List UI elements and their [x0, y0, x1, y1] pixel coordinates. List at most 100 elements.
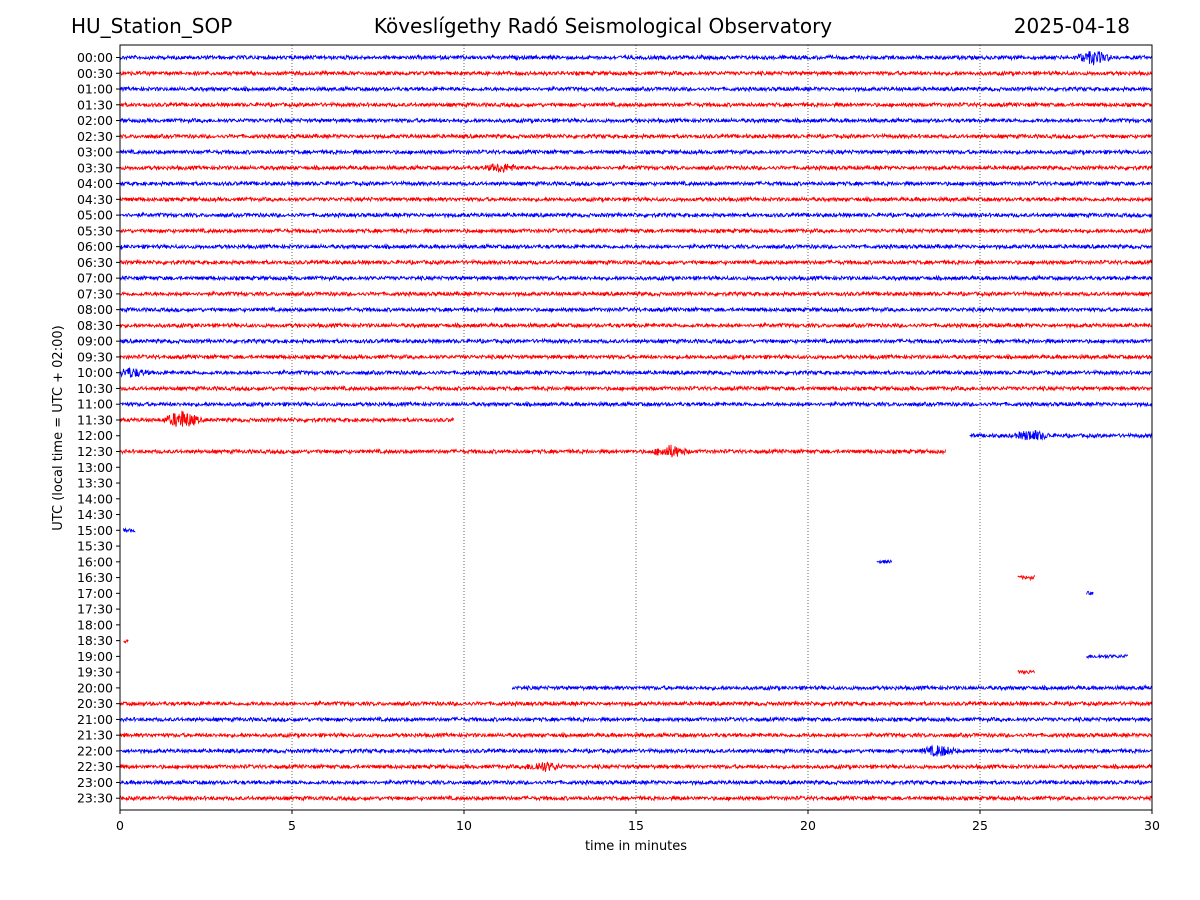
- trace-0700: [119, 274, 1153, 282]
- y-tick-label: 22:00: [77, 743, 113, 758]
- y-tick-label: 06:00: [77, 239, 113, 254]
- y-tick-label: 01:30: [77, 97, 113, 112]
- traces: [119, 51, 1153, 803]
- y-tick-label: 03:00: [77, 145, 113, 160]
- y-tick-label: 13:30: [77, 476, 113, 491]
- observatory-title: Köveslígethy Radó Seismological Observat…: [373, 14, 833, 38]
- trace-1630: [1017, 574, 1036, 582]
- y-tick-label: 12:00: [77, 428, 113, 443]
- station-title: HU_Station_SOP: [71, 14, 233, 38]
- y-tick-label: 14:30: [77, 507, 113, 522]
- y-tick-label: 22:30: [77, 759, 113, 774]
- y-tick-label: 08:30: [77, 318, 113, 333]
- trace-0230: [119, 132, 1153, 141]
- y-tick-label: 15:30: [77, 539, 113, 554]
- y-tick-label: 04:30: [77, 192, 113, 207]
- trace-0500: [119, 211, 1153, 219]
- trace-2330: [119, 794, 1153, 803]
- trace-2000: [511, 684, 1153, 692]
- trace-1500: [122, 527, 136, 534]
- trace-2200: [119, 744, 1153, 757]
- date-title: 2025-04-18: [1013, 14, 1130, 38]
- x-tick-label: 0: [116, 818, 124, 833]
- trace-1030: [119, 384, 1153, 393]
- trace-0300: [119, 148, 1153, 156]
- trace-1200: [969, 429, 1153, 441]
- trace-0530: [119, 227, 1153, 235]
- y-tick-label: 20:30: [77, 696, 113, 711]
- trace-2030: [119, 699, 1153, 708]
- y-tick-label: 14:00: [77, 491, 113, 506]
- x-tick-label: 15: [628, 818, 644, 833]
- y-tick-label: 16:00: [77, 554, 113, 569]
- trace-1100: [119, 400, 1153, 408]
- y-tick-label: 09:00: [77, 334, 113, 349]
- y-tick-label: 01:00: [77, 82, 113, 97]
- trace-0600: [119, 242, 1153, 251]
- x-axis-label: time in minutes: [585, 839, 687, 854]
- y-tick-label: 13:00: [77, 460, 113, 475]
- trace-2100: [119, 715, 1153, 724]
- y-tick-label: 05:30: [77, 223, 113, 238]
- y-tick-label: 12:30: [77, 444, 113, 459]
- y-tick-label: 21:30: [77, 728, 113, 743]
- y-tick-label: 02:00: [77, 113, 113, 128]
- y-tick-label: 04:00: [77, 176, 113, 191]
- trace-0130: [119, 101, 1153, 109]
- y-tick-label: 05:00: [77, 208, 113, 223]
- trace-0830: [119, 321, 1153, 330]
- trace-1830: [123, 638, 129, 644]
- y-tick-label: 00:00: [77, 50, 113, 65]
- y-tick-label: 09:30: [77, 349, 113, 364]
- y-axis: 00:0000:3001:0001:3002:0002:3003:0003:30…: [77, 50, 120, 806]
- trace-0930: [119, 353, 1153, 361]
- y-tick-label: 00:30: [77, 66, 113, 81]
- y-tick-label: 10:00: [77, 365, 113, 380]
- trace-0900: [119, 337, 1153, 346]
- trace-0630: [119, 258, 1153, 267]
- x-tick-label: 30: [1144, 818, 1160, 833]
- trace-0430: [119, 195, 1153, 204]
- y-tick-label: 11:30: [77, 412, 113, 427]
- y-tick-label: 23:30: [77, 791, 113, 806]
- y-tick-label: 19:30: [77, 665, 113, 680]
- trace-0330: [119, 163, 1153, 174]
- y-tick-label: 19:00: [77, 649, 113, 664]
- trace-1130: [119, 410, 454, 427]
- y-axis-label: UTC (local time = UTC + 02:00): [51, 325, 66, 530]
- trace-1600: [876, 559, 893, 564]
- y-tick-label: 17:30: [77, 602, 113, 617]
- trace-0800: [119, 305, 1153, 314]
- y-tick-label: 03:30: [77, 160, 113, 175]
- y-tick-label: 06:30: [77, 255, 113, 270]
- trace-0100: [119, 85, 1153, 93]
- y-tick-label: 20:00: [77, 680, 113, 695]
- y-tick-label: 10:30: [77, 381, 113, 396]
- x-tick-label: 5: [288, 818, 296, 833]
- trace-1900: [1086, 653, 1128, 660]
- y-tick-label: 16:30: [77, 570, 113, 585]
- trace-0030: [119, 69, 1153, 78]
- x-axis: 0 5 10 15 20 25 30: [116, 810, 1160, 833]
- trace-0730: [119, 290, 1153, 298]
- trace-1000: [119, 367, 1153, 378]
- trace-2230: [119, 761, 1153, 772]
- trace-0000: [119, 51, 1153, 66]
- trace-0200: [119, 116, 1153, 125]
- y-tick-label: 07:30: [77, 286, 113, 301]
- trace-1230: [119, 444, 946, 458]
- x-tick-label: 25: [972, 818, 988, 833]
- y-tick-label: 21:00: [77, 712, 113, 727]
- trace-2130: [119, 731, 1153, 739]
- y-tick-label: 08:00: [77, 302, 113, 317]
- y-tick-label: 18:00: [77, 617, 113, 632]
- y-tick-label: 15:00: [77, 523, 113, 538]
- y-tick-label: 17:00: [77, 586, 113, 601]
- y-tick-label: 18:30: [77, 633, 113, 648]
- y-tick-label: 11:00: [77, 397, 113, 412]
- y-tick-label: 07:00: [77, 271, 113, 286]
- y-tick-label: 23:00: [77, 775, 113, 790]
- gridlines: [291, 45, 981, 810]
- trace-2300: [119, 778, 1153, 787]
